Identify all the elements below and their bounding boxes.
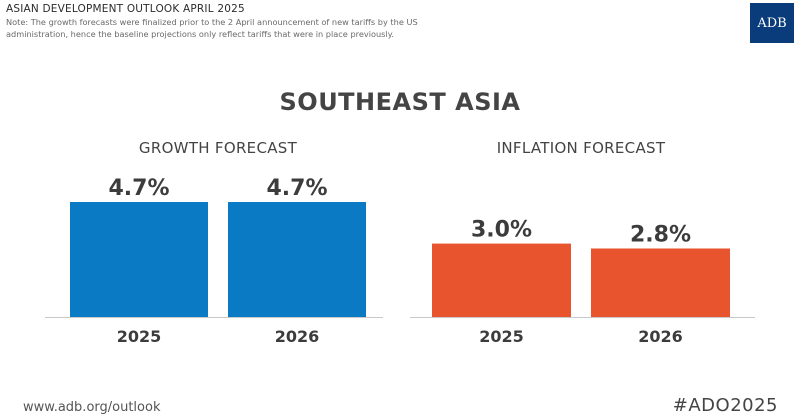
logo-text: ADB bbox=[757, 15, 787, 31]
adb-logo: ADB bbox=[750, 3, 794, 43]
category-label: 2026 bbox=[275, 327, 320, 346]
region-title: SOUTHEAST ASIA bbox=[279, 88, 521, 116]
category-label: 2026 bbox=[638, 327, 683, 346]
footer-url[interactable]: www.adb.org/outlook bbox=[23, 400, 161, 415]
inflation-forecast-title: INFLATION FORECAST bbox=[496, 139, 666, 157]
bar bbox=[432, 243, 571, 317]
data-label: 3.0% bbox=[471, 218, 532, 243]
growth-forecast-title: GROWTH FORECAST bbox=[138, 139, 298, 157]
data-label: 4.7% bbox=[266, 176, 327, 201]
report-title: ASIAN DEVELOPMENT OUTLOOK APRIL 2025 bbox=[6, 3, 245, 15]
tariff-note: Note: The growth forecasts were finalize… bbox=[6, 17, 418, 39]
data-label: 2.8% bbox=[630, 222, 691, 247]
category-label: 2025 bbox=[117, 327, 162, 346]
category-label: 2025 bbox=[479, 327, 524, 346]
bar bbox=[228, 202, 366, 317]
footer-hashtag: #ADO2025 bbox=[672, 395, 778, 416]
bar bbox=[70, 202, 208, 317]
data-label: 4.7% bbox=[108, 176, 169, 201]
forecast-bar-chart: 4.7% 2025 4.7% 2026 3.0% 2025 2.8% 2026 bbox=[45, 176, 755, 346]
bar bbox=[591, 248, 730, 317]
